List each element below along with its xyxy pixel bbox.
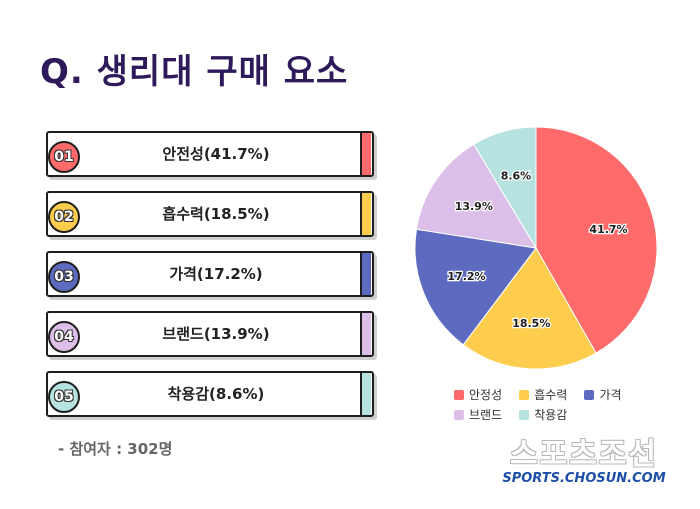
legend-swatch: [519, 390, 530, 400]
legend-swatch: [454, 390, 464, 400]
ranking-item-box: [46, 311, 374, 357]
ranking-item-4: 04 브랜드(13.9%): [46, 311, 374, 357]
pie-slices: [414, 126, 658, 370]
pie-slice-2: [462, 247, 597, 370]
legend-swatch: [584, 390, 595, 400]
ranking-number-badge: 02: [48, 201, 80, 233]
legend-label: 브랜드: [469, 408, 503, 422]
pie-value-label-3: 17.2%: [447, 270, 485, 283]
legend-row: 안정성 흡수력 가격: [454, 384, 654, 402]
ranking-item-3: 03 가격(17.2%): [46, 251, 374, 297]
ranking-label: 브랜드(13.9%): [162, 325, 270, 343]
ranking-item-box: [46, 371, 374, 417]
ranking-label: 안전성(41.7%): [162, 145, 270, 163]
chart-legend: 안정성 흡수력 가격 브랜드 착용감: [454, 384, 654, 424]
ranking-item-5: 05 착용감(8.6%): [46, 371, 374, 417]
ranking-color-stripe: [360, 193, 371, 235]
ranking-label: 흡수력(18.5%): [162, 205, 270, 223]
ranking-number-badge: 03: [48, 261, 80, 293]
legend-label: 가격: [599, 388, 622, 402]
legend-swatch: [519, 410, 530, 420]
legend-item: 가격: [584, 386, 622, 403]
pie-chart: 41.7% 18.5% 17.2% 13.9% 8.6%: [414, 126, 658, 370]
legend-item: 브랜드: [454, 406, 502, 423]
legend-swatch: [454, 410, 464, 420]
sports-chosun-logo: 스포츠조선 SPORTS.CHOSUN.COM: [484, 438, 684, 486]
pie-value-label-2: 18.5%: [512, 317, 550, 330]
ranking-item-2: 02 흡수력(18.5%): [46, 191, 374, 237]
ranking-color-stripe: [360, 133, 371, 175]
legend-row: 브랜드 착용감: [454, 404, 654, 422]
ranking-color-stripe: [360, 313, 371, 355]
pie-slice-3: [414, 228, 537, 346]
ranking-number-badge: 01: [48, 141, 80, 173]
ranking-color-stripe: [360, 373, 371, 415]
pie-slice-5: [473, 126, 537, 250]
legend-item: 안정성: [454, 386, 502, 403]
pie-value-labels: 41.7% 18.5% 17.2% 13.9% 8.6%: [446, 168, 629, 331]
page-title: Q. 생리대 구매 요소: [40, 52, 349, 92]
pie-value-label-1: 41.7%: [589, 223, 627, 236]
ranking-color-stripe: [360, 253, 371, 295]
logo-wordmark: 스포츠조선: [510, 437, 658, 472]
logo-url: SPORTS.CHOSUN.COM: [502, 471, 666, 486]
ranking-label: 가격(17.2%): [169, 265, 263, 283]
ranking-item-1: 01 안전성(41.7%): [46, 131, 374, 177]
pie-slice-4: [415, 143, 537, 249]
pie-value-label-4: 13.9%: [455, 200, 493, 213]
ranking-number-badge: 04: [48, 321, 80, 353]
participants-note: - 참여자 : 302명: [58, 440, 173, 458]
ranking-list: 01 안전성(41.7%) 02 흡수력(18.5%) 03 가격(17.2%)…: [46, 131, 374, 431]
ranking-item-box: [46, 131, 374, 177]
legend-label: 착용감: [534, 408, 568, 422]
legend-label: 흡수력: [534, 388, 568, 402]
legend-item: 착용감: [519, 406, 567, 423]
legend-item: 흡수력: [519, 386, 567, 403]
pie-value-label-5: 8.6%: [501, 170, 532, 183]
legend-label: 안정성: [469, 388, 503, 402]
ranking-item-box: [46, 191, 374, 237]
pie-slice-1: [535, 126, 658, 354]
ranking-label: 착용감(8.6%): [167, 385, 265, 403]
ranking-number-badge: 05: [48, 381, 80, 413]
ranking-item-box: [46, 251, 374, 297]
